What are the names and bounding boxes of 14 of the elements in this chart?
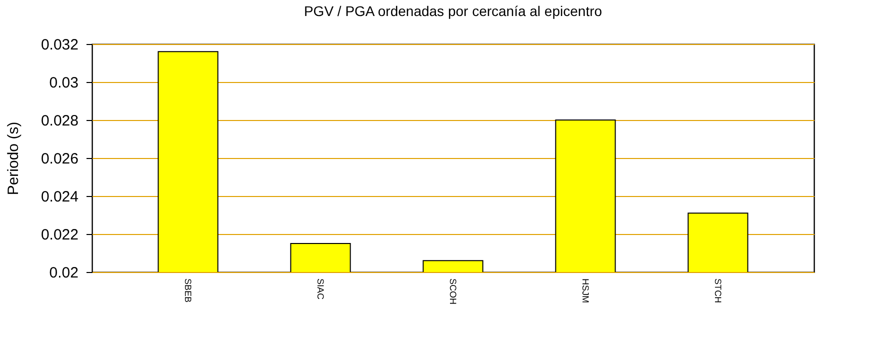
y-tick-label: 0.024 <box>40 188 78 206</box>
y-tick-label: 0.03 <box>49 74 78 92</box>
chart-title: PGV / PGA ordenadas por cercanía al epicentro <box>304 3 602 19</box>
y-tick-label: 0.02 <box>49 264 78 282</box>
y-tick-label: 0.032 <box>40 36 78 54</box>
y-tick-label: 0.026 <box>40 150 78 168</box>
x-tick-label: SCOH <box>448 278 458 305</box>
y-tick-label: 0.028 <box>40 112 78 130</box>
y-tick-label: 0.022 <box>40 226 78 244</box>
x-tick-label: STCH <box>712 278 723 303</box>
x-tick-label: HSJM <box>580 278 590 303</box>
x-tick-label: SBEB <box>183 278 194 303</box>
x-tick-label: SIAC <box>316 278 326 300</box>
y-axis-title: Periodo (s) <box>4 122 22 196</box>
